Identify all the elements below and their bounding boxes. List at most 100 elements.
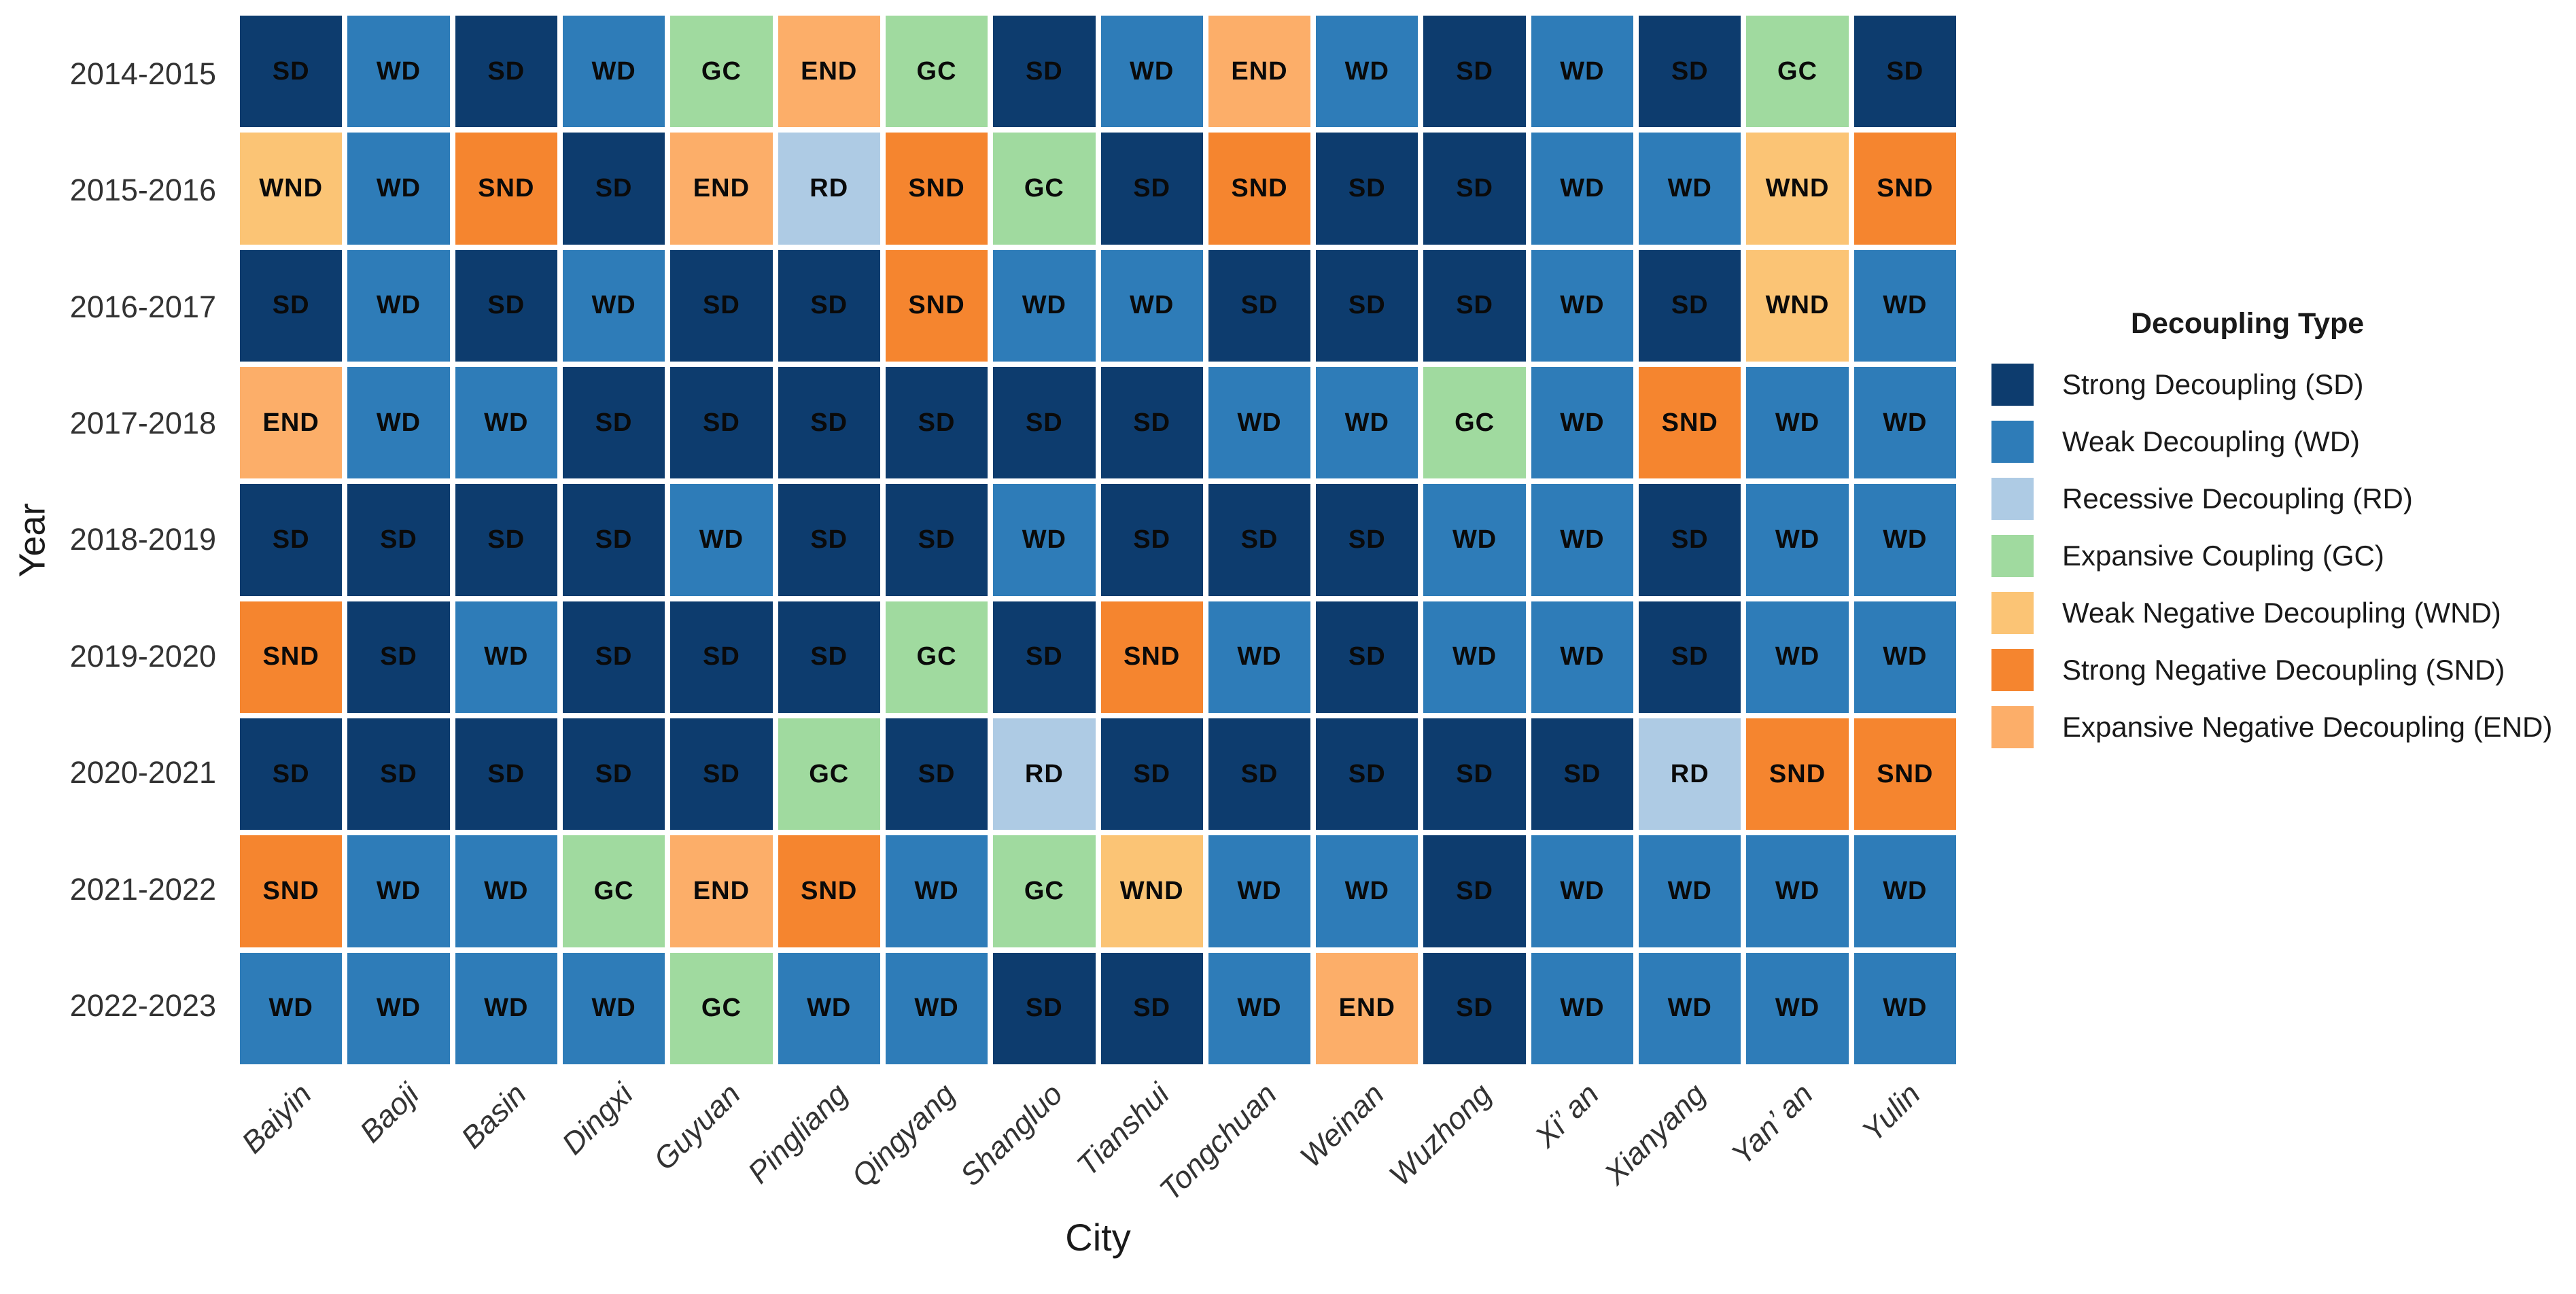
heatmap-cell: SD [1531, 718, 1634, 830]
legend-label: Recessive Decoupling (RD) [2062, 483, 2413, 514]
heatmap-cell: WD [1531, 484, 1634, 596]
heatmap-cell: WD [778, 952, 880, 1064]
legend-swatch-gc [1991, 535, 2034, 577]
heatmap-cell: WD [1208, 601, 1311, 713]
heatmap-cell: SD [1639, 249, 1741, 362]
y-tick-label: 2022-2023 [69, 988, 216, 1024]
heatmap-cell: SD [1316, 133, 1418, 245]
heatmap-cell: WD [1853, 952, 1956, 1064]
heatmap-cell: GC [562, 835, 665, 947]
heatmap-cell: RD [778, 133, 880, 245]
heatmap-cell: SD [670, 249, 773, 362]
legend-label: Strong Decoupling (SD) [2062, 368, 2364, 400]
heatmap-cell: WD [347, 952, 450, 1064]
heatmap-cell: SD [347, 601, 450, 713]
heatmap-cell: WD [1531, 133, 1634, 245]
heatmap-cell: WD [347, 835, 450, 947]
y-tick-label: 2020-2021 [69, 755, 216, 790]
heatmap-grid: SD WD SD WD GC END GC SD WD END WD SD WD SD GC SD WND WD S… [240, 16, 1956, 1064]
heatmap-cell: WD [1746, 601, 1849, 713]
heatmap-cell: SD [1100, 366, 1203, 479]
y-axis-tick-labels: 2014-2015 2015-2016 2016-2017 2017-2018 2018… [0, 16, 228, 1064]
heatmap-cell: GC [1746, 16, 1849, 128]
heatmap-cell: WD [993, 484, 1096, 596]
heatmap-cell: SD [347, 484, 450, 596]
y-tick-label: 2021-2022 [69, 871, 216, 907]
heatmap-cell: WD [1531, 952, 1634, 1064]
heatmap-cell: END [670, 133, 773, 245]
heatmap-cell: WD [562, 16, 665, 128]
heatmap-cell: SD [1316, 484, 1418, 596]
heatmap-cell: SND [885, 133, 988, 245]
heatmap-cell: RD [1639, 718, 1741, 830]
heatmap-cell: SD [1100, 718, 1203, 830]
heatmap-cell: WD [1208, 952, 1311, 1064]
heatmap-cell: SND [1746, 718, 1849, 830]
heatmap-cell: WD [1531, 835, 1634, 947]
heatmap-cell: SND [885, 249, 988, 362]
heatmap-cell: GC [885, 601, 988, 713]
heatmap-cell: SD [1316, 601, 1418, 713]
heatmap-cell: WD [1100, 249, 1203, 362]
legend-swatch-wnd [1991, 592, 2034, 634]
heatmap-cell: SD [562, 133, 665, 245]
heatmap-cell: END [240, 366, 343, 479]
heatmap-cell: WD [1639, 133, 1741, 245]
heatmap-cell: GC [885, 16, 988, 128]
heatmap-cell: SND [1208, 133, 1311, 245]
heatmap-cell: WD [1746, 952, 1849, 1064]
heatmap-cell: SD [455, 484, 557, 596]
x-tick-label: Xi’ an [1527, 1077, 1605, 1154]
x-tick-label: Weinan [1293, 1077, 1391, 1174]
y-tick-label: 2017-2018 [69, 406, 216, 441]
heatmap-cell: SD [1208, 249, 1311, 362]
heatmap-cell: RD [993, 718, 1096, 830]
x-tick-label: Xianyang [1597, 1077, 1713, 1191]
legend-swatch-snd [1991, 649, 2034, 691]
heatmap-cell: SD [1423, 133, 1526, 245]
legend-label: Strong Negative Decoupling (SND) [2062, 654, 2505, 686]
heatmap-cell: SD [670, 718, 773, 830]
heatmap-cell: WD [562, 249, 665, 362]
heatmap-cell: SND [1639, 366, 1741, 479]
heatmap-cell: WD [885, 835, 988, 947]
y-tick-label: 2014-2015 [69, 56, 216, 91]
heatmap-cell: SD [1100, 133, 1203, 245]
legend-label: Weak Negative Decoupling (WND) [2062, 597, 2501, 629]
heatmap-cell: WD [1639, 952, 1741, 1064]
heatmap-cell: WD [1746, 484, 1849, 596]
heatmap-cell: WD [993, 249, 1096, 362]
heatmap-cell: WD [670, 484, 773, 596]
heatmap-cell: SD [885, 366, 988, 479]
heatmap-cell: WD [455, 601, 557, 713]
legend-label: Expansive Coupling (GC) [2062, 540, 2384, 572]
heatmap-cell: SD [240, 484, 343, 596]
y-tick-label: 2018-2019 [69, 522, 216, 557]
heatmap-cell: WD [1531, 601, 1634, 713]
x-tick-label: Tongchuan [1152, 1077, 1284, 1208]
heatmap-cell: WD [1746, 835, 1849, 947]
legend-item: Recessive Decoupling (RD) [1991, 478, 2576, 520]
legend-item: Expansive Negative Decoupling (END) [1991, 706, 2576, 748]
x-tick-label: Basin [453, 1077, 533, 1155]
heatmap-cell: SD [562, 601, 665, 713]
heatmap-cell: WD [1316, 16, 1418, 128]
legend-label: Expansive Negative Decoupling (END) [2062, 711, 2553, 743]
heatmap-cell: SD [1423, 835, 1526, 947]
heatmap-cell: SD [778, 249, 880, 362]
plot-area: SD WD SD WD GC END GC SD WD END WD SD WD SD GC SD WND WD S… [240, 16, 1956, 1064]
legend: Decoupling Type Strong Decoupling (SD) We… [1991, 307, 2576, 763]
heatmap-cell: SD [1853, 16, 1956, 128]
legend-swatch-end [1991, 706, 2034, 748]
heatmap-cell: WD [1100, 16, 1203, 128]
heatmap-cell: WND [240, 133, 343, 245]
heatmap-cell: WD [1208, 366, 1311, 479]
heatmap-cell: WD [1531, 249, 1634, 362]
heatmap-cell: WD [1853, 484, 1956, 596]
heatmap-cell: SD [1423, 952, 1526, 1064]
heatmap-cell: SD [240, 16, 343, 128]
heatmap-cell: WD [1853, 601, 1956, 713]
heatmap-cell: GC [670, 16, 773, 128]
heatmap-cell: SD [1639, 601, 1741, 713]
heatmap-cell: WD [885, 952, 988, 1064]
